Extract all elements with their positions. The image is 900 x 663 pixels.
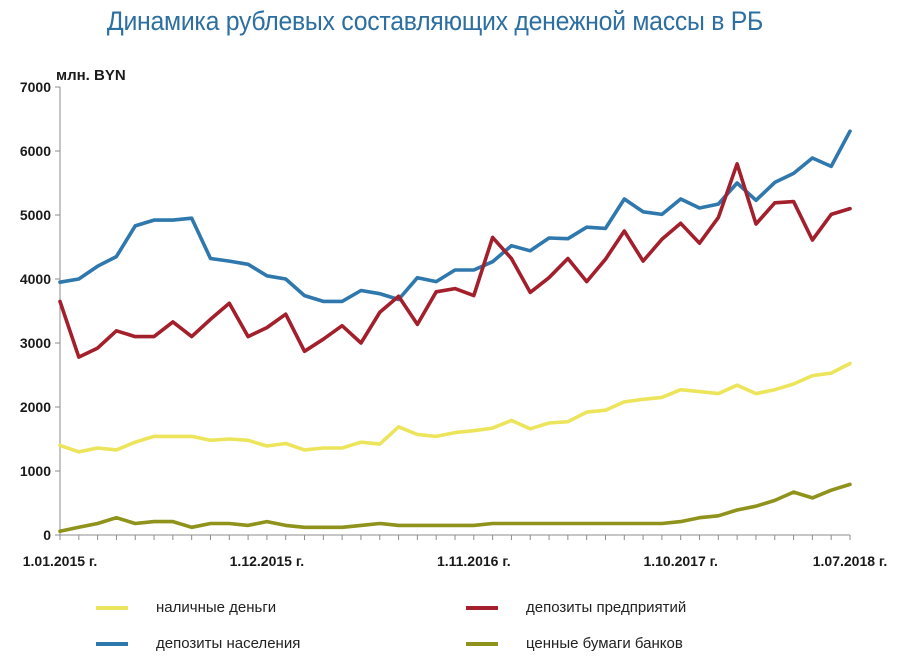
x-tick-label: 1.10.2017 г. bbox=[643, 553, 718, 569]
x-tick-label: 1.12.2015 г. bbox=[230, 553, 305, 569]
legend-swatch-bank-securities bbox=[466, 641, 498, 646]
series-line-bank-securities bbox=[58, 482, 852, 534]
legend-label-cash: наличные деньги bbox=[156, 599, 277, 616]
y-tick-label: 4000 bbox=[20, 271, 51, 287]
legend-swatch-cash bbox=[96, 605, 128, 610]
series-line-cash bbox=[58, 361, 852, 454]
y-tick-label: 5000 bbox=[20, 207, 51, 223]
y-axis-unit-label: млн. BYN bbox=[56, 67, 126, 84]
legend-swatch-household-deposits bbox=[96, 641, 128, 646]
y-tick-label: 7000 bbox=[20, 79, 51, 95]
legend-item-bank-securities: ценные бумаги банков bbox=[466, 635, 683, 652]
y-tick-label: 6000 bbox=[20, 143, 51, 159]
legend-swatch-enterprise-deposits bbox=[466, 605, 498, 610]
y-tick-label: 0 bbox=[43, 527, 51, 543]
chart-title: Динамика рублевых составляющих денежной … bbox=[106, 6, 764, 36]
line-chart: 0 1000 2000 3000 4000 5000 6000 7000 1.01.2015 г… bbox=[20, 67, 887, 569]
x-tick-label: 1.11.2016 г. bbox=[437, 553, 511, 569]
legend-item-cash: наличные деньги bbox=[96, 599, 276, 616]
legend-item-household-deposits: депозиты населения bbox=[96, 635, 300, 652]
x-tick-label: 1.07.2018 г. bbox=[813, 553, 888, 569]
chart-axes: 0 1000 2000 3000 4000 5000 6000 7000 1.01.2015 г… bbox=[20, 79, 887, 569]
series-line-household-deposits bbox=[58, 129, 852, 304]
legend-item-enterprise-deposits: депозиты предприятий bbox=[466, 599, 686, 616]
series-layer bbox=[58, 129, 852, 534]
legend-label-bank-securities: ценные бумаги банков bbox=[526, 635, 683, 652]
x-tick-label: 1.01.2015 г. bbox=[23, 553, 98, 569]
y-tick-label: 2000 bbox=[20, 399, 51, 415]
series-line-enterprise-deposits bbox=[58, 162, 852, 359]
y-tick-label: 3000 bbox=[20, 335, 51, 351]
legend-label-enterprise-deposits: депозиты предприятий bbox=[526, 599, 687, 616]
legend-label-household-deposits: депозиты населения bbox=[156, 635, 301, 652]
y-tick-label: 1000 bbox=[20, 463, 51, 479]
